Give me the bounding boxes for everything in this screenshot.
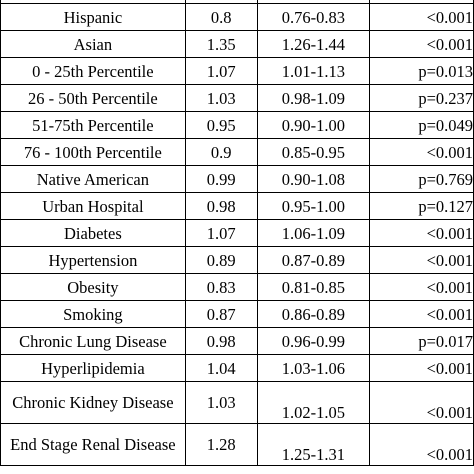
table-row: Hyperlipidemia 1.04 1.03-1.06 <0.001 — [0, 354, 474, 382]
p-value: <0.001 — [369, 354, 474, 382]
variable-label: Chronic Kidney Disease — [0, 381, 186, 424]
variable-label: Hyperlipidemia — [0, 354, 186, 382]
table-row: 26 - 50th Percentile 1.03 0.98-1.09 p=0.… — [0, 84, 474, 112]
p-value: <0.001 — [369, 273, 474, 301]
variable-label: 51-75th Percentile — [0, 111, 186, 139]
p-value: p=0.769 — [369, 165, 474, 193]
table-row: Asian 1.35 1.26-1.44 <0.001 — [0, 30, 474, 58]
variable-label: Diabetes — [0, 219, 186, 247]
confidence-interval: 0.85-0.95 — [256, 138, 371, 166]
confidence-interval: 0.76-0.83 — [256, 3, 371, 31]
table-row: 76 - 100th Percentile 0.9 0.85-0.95 <0.0… — [0, 138, 474, 166]
variable-label: 26 - 50th Percentile — [0, 84, 186, 112]
p-value: <0.001 — [369, 381, 474, 424]
variable-label: Smoking — [0, 300, 186, 328]
confidence-interval: 1.25-1.31 — [256, 423, 371, 466]
p-value: p=0.049 — [369, 111, 474, 139]
confidence-interval: 0.87-0.89 — [256, 246, 371, 274]
confidence-interval: 1.03-1.06 — [256, 354, 371, 382]
p-value: <0.001 — [369, 300, 474, 328]
confidence-interval: 0.90-1.08 — [256, 165, 371, 193]
ratio-value: 0.89 — [184, 246, 258, 274]
confidence-interval: 1.02-1.05 — [256, 381, 371, 424]
confidence-interval: 0.90-1.00 — [256, 111, 371, 139]
ratio-value: 1.35 — [184, 30, 258, 58]
ratio-value: 1.07 — [184, 57, 258, 85]
p-value: <0.001 — [369, 3, 474, 31]
ratio-value: 0.98 — [184, 192, 258, 220]
p-value: <0.001 — [369, 138, 474, 166]
table-row: Hispanic 0.8 0.76-0.83 <0.001 — [0, 3, 474, 31]
ratio-value: 0.83 — [184, 273, 258, 301]
table-row: Urban Hospital 0.98 0.95-1.00 p=0.127 — [0, 192, 474, 220]
table-row: Diabetes 1.07 1.06-1.09 <0.001 — [0, 219, 474, 247]
table-row: Smoking 0.87 0.86-0.89 <0.001 — [0, 300, 474, 328]
ratio-value: 0.87 — [184, 300, 258, 328]
p-value: <0.001 — [369, 219, 474, 247]
p-value: <0.001 — [369, 246, 474, 274]
p-value: <0.001 — [369, 423, 474, 466]
confidence-interval: 1.26-1.44 — [256, 30, 371, 58]
table-row: Chronic Kidney Disease 1.03 1.02-1.05 <0… — [0, 381, 474, 424]
variable-label: End Stage Renal Disease — [0, 423, 186, 466]
p-value: p=0.013 — [369, 57, 474, 85]
variable-label: Native American — [0, 165, 186, 193]
p-value: p=0.237 — [369, 84, 474, 112]
confidence-interval: 0.95-1.00 — [256, 192, 371, 220]
ratio-value: 1.04 — [184, 354, 258, 382]
ratio-value: 0.98 — [184, 327, 258, 355]
ratio-value: 1.03 — [184, 381, 258, 424]
ratio-value: 0.8 — [184, 3, 258, 31]
p-value: <0.001 — [369, 30, 474, 58]
ratio-value: 0.9 — [184, 138, 258, 166]
variable-label: Hypertension — [0, 246, 186, 274]
table-row: Obesity 0.83 0.81-0.85 <0.001 — [0, 273, 474, 301]
ratio-value: 1.03 — [184, 84, 258, 112]
confidence-interval: 0.81-0.85 — [256, 273, 371, 301]
variable-label: Hispanic — [0, 3, 186, 31]
confidence-interval: 0.98-1.09 — [256, 84, 371, 112]
variable-label: Urban Hospital — [0, 192, 186, 220]
table-row: End Stage Renal Disease 1.28 1.25-1.31 <… — [0, 423, 474, 466]
table-row: Native American 0.99 0.90-1.08 p=0.769 — [0, 165, 474, 193]
table-row: Chronic Lung Disease 0.98 0.96-0.99 p=0.… — [0, 327, 474, 355]
p-value: p=0.127 — [369, 192, 474, 220]
ratio-value: 0.95 — [184, 111, 258, 139]
p-value: p=0.017 — [369, 327, 474, 355]
variable-label: Obesity — [0, 273, 186, 301]
variable-label: 0 - 25th Percentile — [0, 57, 186, 85]
ratio-value: 1.28 — [184, 423, 258, 466]
table-row: 0 - 25th Percentile 1.07 1.01-1.13 p=0.0… — [0, 57, 474, 85]
confidence-interval: 0.96-0.99 — [256, 327, 371, 355]
confidence-interval: 1.01-1.13 — [256, 57, 371, 85]
variable-label: 76 - 100th Percentile — [0, 138, 186, 166]
confidence-interval: 1.06-1.09 — [256, 219, 371, 247]
confidence-interval: 0.86-0.89 — [256, 300, 371, 328]
ratio-value: 1.07 — [184, 219, 258, 247]
variable-label: Chronic Lung Disease — [0, 327, 186, 355]
ratio-value: 0.99 — [184, 165, 258, 193]
variable-label: Asian — [0, 30, 186, 58]
table-row: 51-75th Percentile 0.95 0.90-1.00 p=0.04… — [0, 111, 474, 139]
table-row: Hypertension 0.89 0.87-0.89 <0.001 — [0, 246, 474, 274]
